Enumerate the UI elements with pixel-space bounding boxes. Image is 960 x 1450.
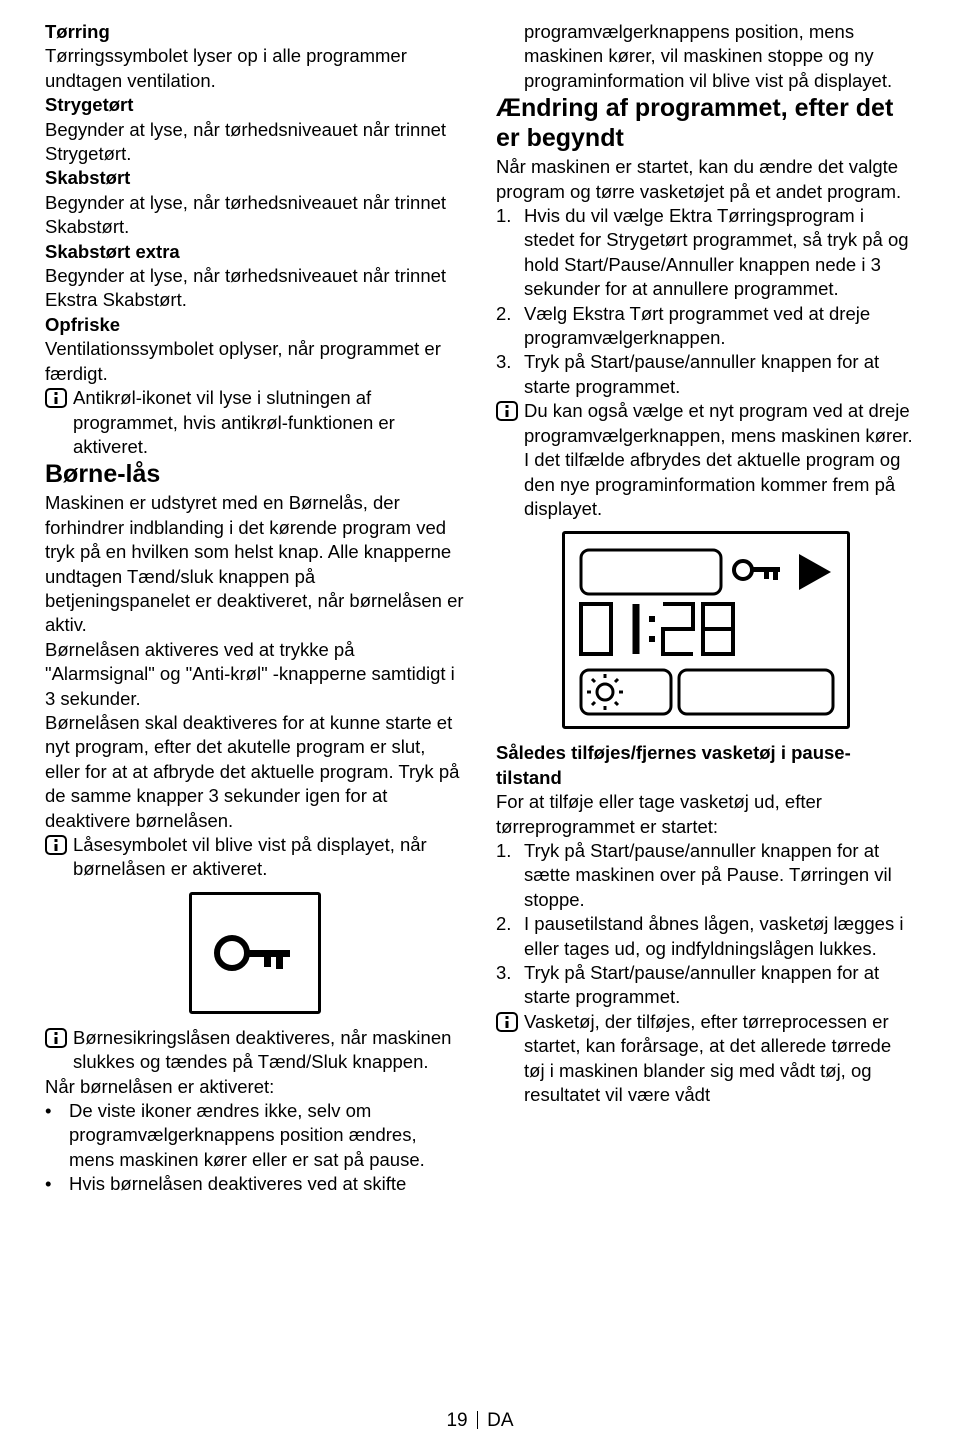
- text-skabstort: Begynder at lyse, når tørhedsniveauet nå…: [45, 191, 464, 240]
- info-note-4: Du kan også vælge et nyt program ved at …: [496, 399, 915, 521]
- text-skabstort-extra: Begynder at lyse, når tørhedsniveauet nå…: [45, 264, 464, 313]
- text-opfriske: Ventilationssymbolet oplyser, når progra…: [45, 337, 464, 386]
- list-item: • Hvis børnelåsen deaktiveres ved at ski…: [45, 1172, 464, 1196]
- list-number: 3.: [496, 961, 516, 1010]
- page-language: DA: [487, 1410, 513, 1431]
- list-item: • De viste ikoner ændres ikke, selv om p…: [45, 1099, 464, 1172]
- bullet-list-1: • De viste ikoner ændres ikke, selv om p…: [45, 1099, 464, 1197]
- right-column: programvælgerknappens position, mens mas…: [496, 20, 915, 1197]
- info-icon: [496, 1012, 518, 1032]
- text-when-active: Når børnelåsen er aktiveret:: [45, 1075, 464, 1099]
- list-number: 2.: [496, 302, 516, 351]
- heading-skabstort-extra: Skabstørt extra: [45, 240, 464, 264]
- heading-torring: Tørring: [45, 20, 464, 44]
- heading-bornelas: Børne-lås: [45, 459, 464, 489]
- text-continuation: programvælgerknappens position, mens mas…: [496, 20, 915, 93]
- heading-aendring: Ændring af programmet, efter det er begy…: [496, 93, 915, 153]
- info-note-5: Vasketøj, der tilføjes, efter tørreproce…: [496, 1010, 915, 1108]
- left-column: Tørring Tørringssymbolet lyser op i alle…: [45, 20, 464, 1197]
- display-panel-svg: [575, 544, 839, 718]
- info-icon: [496, 401, 518, 421]
- info-note-2: Låsesymbolet vil blive vist på displayet…: [45, 833, 464, 882]
- list-item: 1. Tryk på Start/pause/annuller knappen …: [496, 839, 915, 912]
- text-saledes-intro: For at tilføje eller tage vasketøj ud, e…: [496, 790, 915, 839]
- bullet-dot: •: [45, 1172, 59, 1196]
- info-text-1: Antikrøl-ikonet vil lyse i slutningen af…: [73, 386, 464, 459]
- text-bornelas-2: Børnelåsen aktiveres ved at trykke på "A…: [45, 638, 464, 711]
- list-number: 2.: [496, 912, 516, 961]
- list-text: Tryk på Start/pause/annuller knappen for…: [524, 839, 915, 912]
- bullet-dot: •: [45, 1099, 59, 1172]
- list-text: Vælg Ekstra Tørt programmet ved at dreje…: [524, 302, 915, 351]
- page-footer: 19 DA: [0, 1410, 960, 1432]
- footer-separator: [477, 1411, 478, 1429]
- list-item: 1. Hvis du vil vælge Ektra Tørringsprogr…: [496, 204, 915, 302]
- info-icon: [45, 388, 67, 408]
- ordered-list-1: 1. Hvis du vil vælge Ektra Tørringsprogr…: [496, 204, 915, 399]
- list-number: 3.: [496, 350, 516, 399]
- heading-skabstort: Skabstørt: [45, 166, 464, 190]
- figure-key-lock: [189, 892, 321, 1014]
- text-bornelas-3: Børnelåsen skal deaktiveres for at kunne…: [45, 711, 464, 833]
- info-note-3: Børnesikringslåsen deaktiveres, når mask…: [45, 1026, 464, 1075]
- heading-opfriske: Opfriske: [45, 313, 464, 337]
- text-torring: Tørringssymbolet lyser op i alle program…: [45, 44, 464, 93]
- info-icon: [45, 1028, 67, 1048]
- list-number: 1.: [496, 204, 516, 302]
- list-text: Hvis du vil vælge Ektra Tørringsprogram …: [524, 204, 915, 302]
- info-note-1: Antikrøl-ikonet vil lyse i slutningen af…: [45, 386, 464, 459]
- bullet-text: De viste ikoner ændres ikke, selv om pro…: [69, 1099, 464, 1172]
- heading-saledes: Således tilføjes/fjernes vasketøj i paus…: [496, 741, 915, 790]
- text-aendring-intro: Når maskinen er startet, kan du ændre de…: [496, 155, 915, 204]
- list-item: 3. Tryk på Start/pause/annuller knappen …: [496, 350, 915, 399]
- key-icon: [214, 930, 296, 976]
- list-number: 1.: [496, 839, 516, 912]
- figure-display-panel: [562, 531, 850, 729]
- ordered-list-2: 1. Tryk på Start/pause/annuller knappen …: [496, 839, 915, 1010]
- info-icon: [45, 835, 67, 855]
- page-number: 19: [446, 1410, 467, 1431]
- text-bornelas-1: Maskinen er udstyret med en Børnelås, de…: [45, 491, 464, 637]
- info-text-5: Vasketøj, der tilføjes, efter tørreproce…: [524, 1010, 915, 1108]
- list-text: I pausetilstand åbnes lågen, vasketøj læ…: [524, 912, 915, 961]
- info-text-3: Børnesikringslåsen deaktiveres, når mask…: [73, 1026, 464, 1075]
- list-text: Tryk på Start/pause/annuller knappen for…: [524, 961, 915, 1010]
- heading-strygetort: Strygetørt: [45, 93, 464, 117]
- info-text-2: Låsesymbolet vil blive vist på displayet…: [73, 833, 464, 882]
- text-strygetort: Begynder at lyse, når tørhedsniveauet nå…: [45, 118, 464, 167]
- list-item: 2. Vælg Ekstra Tørt programmet ved at dr…: [496, 302, 915, 351]
- info-text-4: Du kan også vælge et nyt program ved at …: [524, 399, 915, 521]
- list-item: 3. Tryk på Start/pause/annuller knappen …: [496, 961, 915, 1010]
- list-item: 2. I pausetilstand åbnes lågen, vasketøj…: [496, 912, 915, 961]
- list-text: Tryk på Start/pause/annuller knappen for…: [524, 350, 915, 399]
- bullet-text: Hvis børnelåsen deaktiveres ved at skift…: [69, 1172, 464, 1196]
